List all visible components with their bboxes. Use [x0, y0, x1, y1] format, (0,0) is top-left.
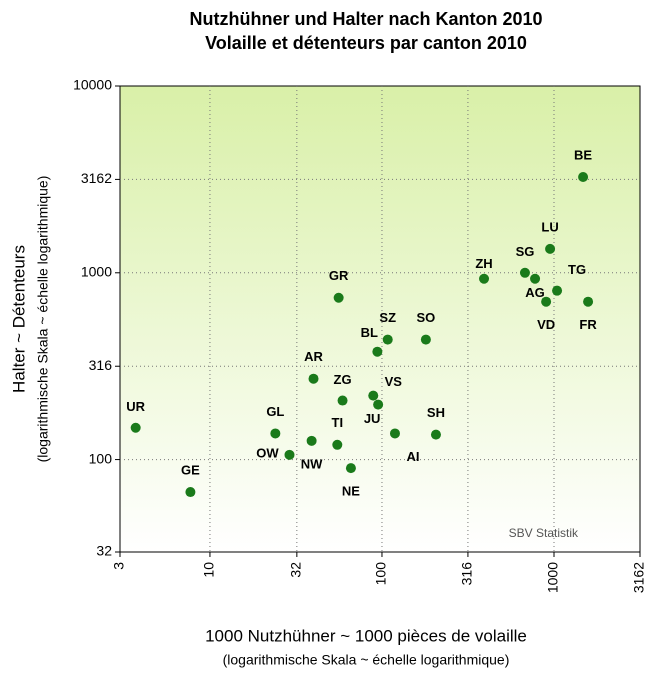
point: [333, 292, 344, 303]
y-axis-label: Halter ~ Détenteurs: [9, 245, 28, 393]
point: [545, 243, 556, 254]
y-tick-label: 10000: [73, 77, 112, 93]
point: [541, 296, 552, 307]
x-tick-label: 3: [111, 562, 127, 570]
annotation: SBV Statistik: [509, 526, 579, 540]
point: [530, 273, 541, 284]
point-label: UR: [126, 399, 145, 414]
point-label: LU: [541, 219, 558, 234]
x-tick-label: 10: [201, 562, 217, 578]
point: [332, 439, 343, 450]
point-label: BL: [361, 325, 378, 340]
point-label: OW: [256, 445, 279, 460]
point: [345, 463, 356, 474]
point-label: AG: [525, 285, 545, 300]
point: [270, 428, 281, 439]
point: [519, 267, 530, 278]
point: [368, 390, 379, 401]
x-tick-label: 3162: [631, 562, 647, 593]
point-label: AI: [406, 449, 419, 464]
x-tick-label: 100: [373, 562, 389, 586]
point: [382, 334, 393, 345]
point-label: FR: [579, 317, 597, 332]
point: [583, 296, 594, 307]
point: [479, 273, 490, 284]
point-label: GR: [329, 268, 349, 283]
point-label: BE: [574, 147, 592, 162]
y-tick-label: 316: [89, 357, 113, 373]
point: [389, 428, 400, 439]
y-tick-label: 32: [96, 543, 112, 559]
x-tick-label: 32: [288, 562, 304, 578]
y-tick-label: 100: [89, 450, 113, 466]
x-tick-label: 1000: [545, 562, 561, 593]
point: [306, 435, 317, 446]
chart-title: Nutzhühner und Halter nach Kanton 2010: [189, 9, 542, 29]
point-label: SO: [416, 310, 435, 325]
x-axis-label: (logarithmische Skala ~ échelle logarith…: [223, 652, 510, 668]
point: [337, 395, 348, 406]
x-tick-label: 316: [459, 562, 475, 586]
point-label: SZ: [379, 310, 396, 325]
point-label: SG: [516, 244, 535, 259]
point: [373, 399, 384, 410]
point-label: SH: [427, 405, 445, 420]
point: [308, 373, 319, 384]
y-tick-label: 1000: [81, 263, 112, 279]
point: [430, 429, 441, 440]
y-axis-label: (logarithmische Skala ~ échelle logarith…: [35, 176, 51, 463]
point-label: JU: [364, 411, 381, 426]
x-axis-label: 1000 Nutzhühner ~ 1000 pièces de volaill…: [205, 626, 527, 645]
point-label: NW: [301, 456, 323, 471]
y-tick-label: 3162: [81, 170, 112, 186]
point: [578, 171, 589, 182]
point-label: ZG: [334, 372, 352, 387]
point-label: GL: [266, 404, 284, 419]
point-label: AR: [304, 349, 323, 364]
point: [185, 487, 196, 498]
point-label: ZH: [475, 256, 492, 271]
point: [552, 285, 563, 296]
point: [284, 449, 295, 460]
point-label: GE: [181, 462, 200, 477]
point-label: VD: [537, 317, 555, 332]
point: [420, 334, 431, 345]
plot-area: [119, 85, 641, 553]
point: [130, 422, 141, 433]
chart-title: Volaille et détenteurs par canton 2010: [205, 33, 527, 53]
point-label: NE: [342, 484, 360, 499]
point-label: VS: [385, 374, 403, 389]
point: [372, 346, 383, 357]
point-label: TI: [332, 415, 344, 430]
point-label: TG: [568, 262, 586, 277]
